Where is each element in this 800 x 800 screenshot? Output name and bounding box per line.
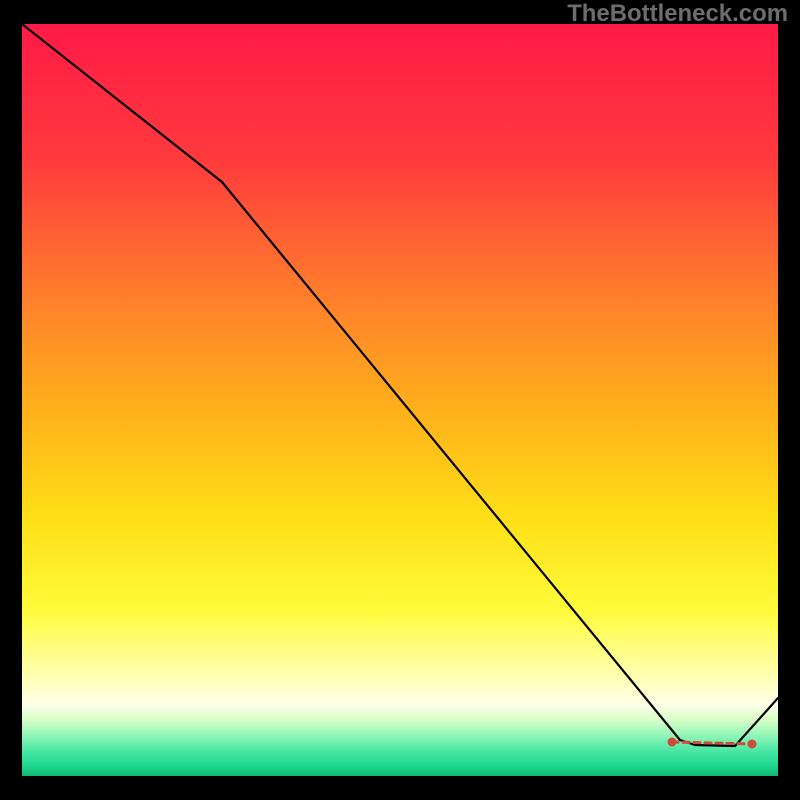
optimal-range-start-dot (668, 738, 677, 747)
optimal-range-end-dot (748, 740, 757, 749)
watermark-text: TheBottleneck.com (567, 0, 788, 28)
line-layer (0, 0, 800, 800)
bottleneck-curve (22, 24, 778, 746)
chart-container: TheBottleneck.com (0, 0, 800, 800)
optimal-range-marker (672, 742, 752, 744)
